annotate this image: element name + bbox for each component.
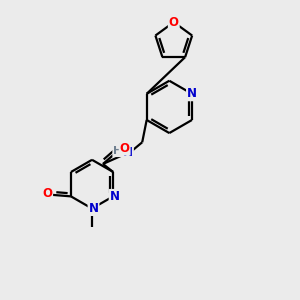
Text: N: N bbox=[110, 190, 120, 203]
Text: N: N bbox=[88, 202, 98, 215]
Text: H: H bbox=[113, 146, 122, 156]
Text: O: O bbox=[169, 16, 179, 29]
Text: N: N bbox=[123, 146, 133, 159]
Text: O: O bbox=[42, 187, 52, 200]
Text: O: O bbox=[120, 142, 130, 155]
Text: N: N bbox=[187, 87, 197, 100]
